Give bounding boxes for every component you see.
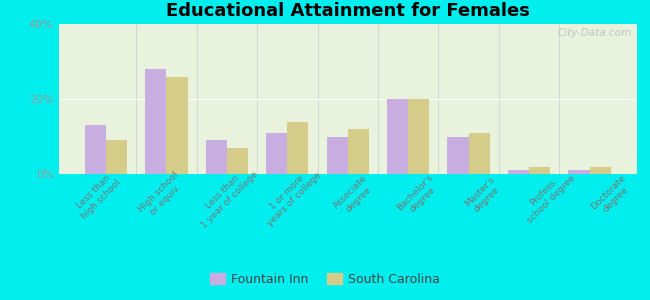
Bar [508, 170, 529, 174]
Bar [590, 167, 611, 174]
Bar [106, 140, 127, 174]
Bar [387, 99, 408, 174]
Bar [326, 136, 348, 174]
Bar [408, 99, 430, 174]
Legend: Fountain Inn, South Carolina: Fountain Inn, South Carolina [205, 268, 445, 291]
Text: Less than
1 year of college: Less than 1 year of college [192, 162, 260, 230]
Text: City-Data.com: City-Data.com [557, 28, 631, 38]
Text: Doctorate
degree: Doctorate degree [589, 173, 634, 219]
Bar [469, 133, 490, 174]
Title: Educational Attainment for Females: Educational Attainment for Females [166, 2, 530, 20]
Bar [287, 122, 309, 174]
Text: Less than
high school: Less than high school [72, 171, 123, 221]
Text: Associate
degree: Associate degree [332, 174, 377, 218]
Text: Master's
degree: Master's degree [463, 176, 504, 216]
Bar [205, 140, 227, 174]
Text: Bachelor's
degree: Bachelor's degree [395, 172, 443, 219]
Text: 1 or more
years of college: 1 or more years of college [258, 164, 322, 228]
Bar [84, 125, 106, 174]
Bar [529, 167, 551, 174]
Bar [447, 136, 469, 174]
Bar [227, 148, 248, 174]
Bar [145, 69, 166, 174]
Bar [166, 76, 188, 174]
Bar [266, 133, 287, 174]
Text: Profess.
school degree: Profess. school degree [518, 167, 577, 225]
Bar [568, 170, 590, 174]
Text: High school
or equiv.: High school or equiv. [136, 170, 187, 221]
Bar [348, 129, 369, 174]
